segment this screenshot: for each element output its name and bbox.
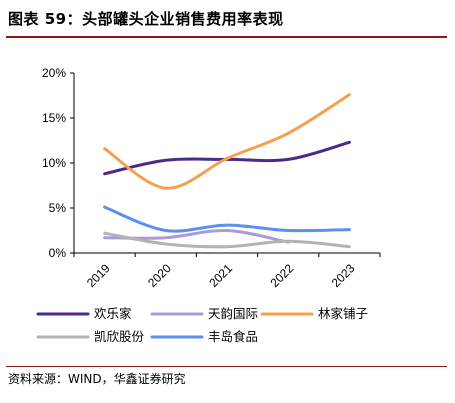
title-divider [6,36,447,38]
figure-title: 图表 59：头部罐头企业销售费用率表现 [8,10,284,28]
x-tick-label: 2023 [329,261,358,290]
source-note: 资料来源：WIND，华鑫证券研究 [8,372,186,386]
title-bar: 图表 59：头部罐头企业销售费用率表现 [6,0,447,38]
source-divider [6,366,447,367]
legend-label-4: 凯欣股份 [94,329,145,344]
series-line-3 [103,93,351,190]
series-line-5 [103,205,351,233]
chart-series [103,93,351,249]
legend-label-2: 天韵国际 [208,306,258,321]
series-line-4 [103,231,351,249]
legend-label-1: 欢乐家 [94,306,132,321]
x-tick-label: 2021 [206,261,235,290]
y-tick-label: 20% [42,66,66,80]
y-tick-label: 15% [42,111,66,125]
legend-label-5: 丰岛食品 [208,329,258,344]
x-tick-label: 2019 [84,261,113,290]
series-line-2 [103,228,290,244]
legend-label-3: 林家铺子 [318,306,368,321]
y-tick-label: 10% [42,156,66,170]
y-tick-label: 5% [49,201,67,215]
x-tick-label: 2022 [268,261,297,290]
y-tick-label: 0% [49,246,67,260]
x-tick-label: 2020 [145,261,174,290]
chart-axes: 0% 5% 10% 15% 20% 2019 2020 2021 2022 2023 [42,66,381,290]
